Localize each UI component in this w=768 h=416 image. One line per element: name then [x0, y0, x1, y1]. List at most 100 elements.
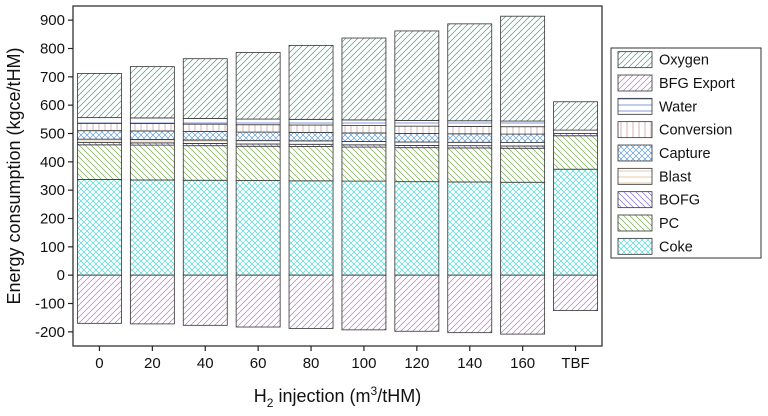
bar-pc-140	[447, 147, 493, 183]
bar-bfg-export-80	[288, 274, 334, 329]
legend-label-conversion: Conversion	[659, 123, 732, 139]
x-tick-label: 140	[457, 355, 482, 372]
bar-blast-40	[182, 139, 228, 144]
bar-coke-120	[394, 181, 440, 276]
bar-bfg-export-40	[182, 274, 228, 326]
y-axis-title: Energy consumption (kgce/tHM)	[4, 47, 24, 304]
x-axis-title-middle: injection (m	[273, 386, 370, 406]
bar-blast-80	[288, 140, 334, 145]
bar-bfg-export-160	[500, 274, 546, 335]
legend-label-oxygen: Oxygen	[659, 53, 709, 69]
bar-blast-160	[500, 142, 546, 147]
legend-label-bofg: BOFG	[659, 193, 700, 209]
bar-pc-120	[394, 147, 440, 183]
bar-water-20	[129, 117, 175, 124]
y-tick-label: 0	[57, 267, 65, 284]
bar-oxygen-60	[235, 52, 281, 120]
x-tick-label: 160	[510, 355, 535, 372]
legend-swatch-oxygen	[617, 51, 653, 69]
bar-conversion-0	[77, 122, 122, 132]
x-tick-label: 120	[404, 355, 429, 372]
bar-capture-140	[447, 133, 493, 143]
bar-conversion-160	[500, 126, 546, 135]
bar-coke-140	[447, 181, 493, 276]
bar-water-100	[341, 119, 387, 126]
bar-coke-80	[288, 180, 334, 276]
bar-capture-100	[341, 132, 387, 142]
bar-conversion-100	[341, 125, 387, 134]
bar-capture-160	[500, 133, 546, 143]
bar-water-140	[447, 120, 493, 127]
bar-pc-100	[341, 146, 387, 182]
bar-water-80	[288, 118, 334, 126]
legend-swatch-capture	[617, 144, 653, 162]
legend-label-pc: PC	[659, 216, 679, 232]
legend-label-water: Water	[659, 99, 697, 115]
legend-swatch-bfg-export	[617, 74, 653, 92]
x-axis-title-suffix: /tHM)	[377, 386, 421, 406]
bar-conversion-80	[288, 124, 334, 133]
bar-oxygen-80	[288, 44, 334, 120]
bar-water-120	[394, 120, 440, 127]
x-axis-title-prefix: H	[254, 386, 267, 406]
bar-bfg-export-60	[235, 274, 281, 328]
y-tick-label: 900	[40, 12, 65, 29]
bar-conversion-120	[394, 125, 440, 134]
legend-swatch-blast	[617, 167, 653, 185]
bar-water-40	[182, 118, 228, 125]
bar-pc-160	[500, 147, 546, 183]
legend: Oxygen BFG Export Water Conversion Capture Bl…	[610, 47, 762, 259]
y-tick-label: 600	[40, 97, 65, 114]
bar-bfg-export-0	[77, 274, 122, 324]
y-tick-label: 400	[40, 154, 65, 171]
legend-label-capture: Capture	[659, 146, 711, 162]
x-axis-title-subscript: 2	[267, 396, 274, 410]
x-axis-title: H2 injection (m3/tHM)	[254, 384, 421, 410]
bar-oxygen-140	[447, 23, 493, 122]
bar-pc-tbf	[553, 135, 598, 170]
bar-blast-100	[341, 141, 387, 146]
bar-pc-0	[77, 144, 122, 180]
x-tick-label: 100	[351, 355, 376, 372]
y-tick-label: 200	[40, 211, 65, 228]
bar-pc-20	[129, 144, 175, 181]
bar-water-160	[500, 120, 546, 128]
y-tick-label: -200	[35, 324, 65, 341]
bar-oxygen-120	[394, 30, 440, 121]
bar-oxygen-40	[182, 58, 228, 119]
legend-label-bfg-export: BFG Export	[659, 76, 735, 92]
legend-swatch-bofg	[617, 191, 653, 209]
bar-bfg-export-140	[447, 274, 493, 334]
y-tick-label: -100	[35, 296, 65, 313]
bar-capture-60	[235, 131, 281, 141]
bar-coke-tbf	[553, 168, 598, 276]
bar-blast-tbf	[553, 129, 598, 134]
bar-conversion-60	[235, 124, 281, 133]
bar-blast-140	[447, 141, 493, 147]
bar-water-60	[235, 118, 281, 126]
x-axis: 0 20 40 60 80 100 120 140 160 TBF	[95, 346, 590, 372]
bars-layer	[77, 15, 598, 335]
bar-coke-100	[341, 180, 387, 276]
y-tick-label: 100	[40, 239, 65, 256]
y-axis: -200 -100 0 100 200 300 400 500 600 700 800 900	[35, 12, 73, 341]
x-tick-label: TBF	[561, 355, 589, 372]
bar-capture-40	[182, 131, 228, 141]
legend-label-blast: Blast	[659, 169, 691, 185]
bar-water-0	[77, 117, 122, 124]
bar-pc-40	[182, 145, 228, 181]
bar-bfg-export-100	[341, 274, 387, 331]
bar-oxygen-tbf	[553, 101, 598, 131]
bar-capture-0	[77, 130, 122, 140]
bar-blast-20	[129, 139, 175, 144]
legend-swatch-pc	[617, 214, 653, 232]
bar-blast-0	[77, 138, 122, 143]
x-axis-title-superscript: 3	[371, 384, 378, 398]
x-tick-label: 60	[250, 355, 267, 372]
bar-blast-120	[394, 141, 440, 146]
bar-conversion-40	[182, 123, 228, 132]
bar-coke-0	[77, 178, 122, 276]
y-tick-label: 300	[40, 182, 65, 199]
bar-capture-20	[129, 130, 175, 140]
